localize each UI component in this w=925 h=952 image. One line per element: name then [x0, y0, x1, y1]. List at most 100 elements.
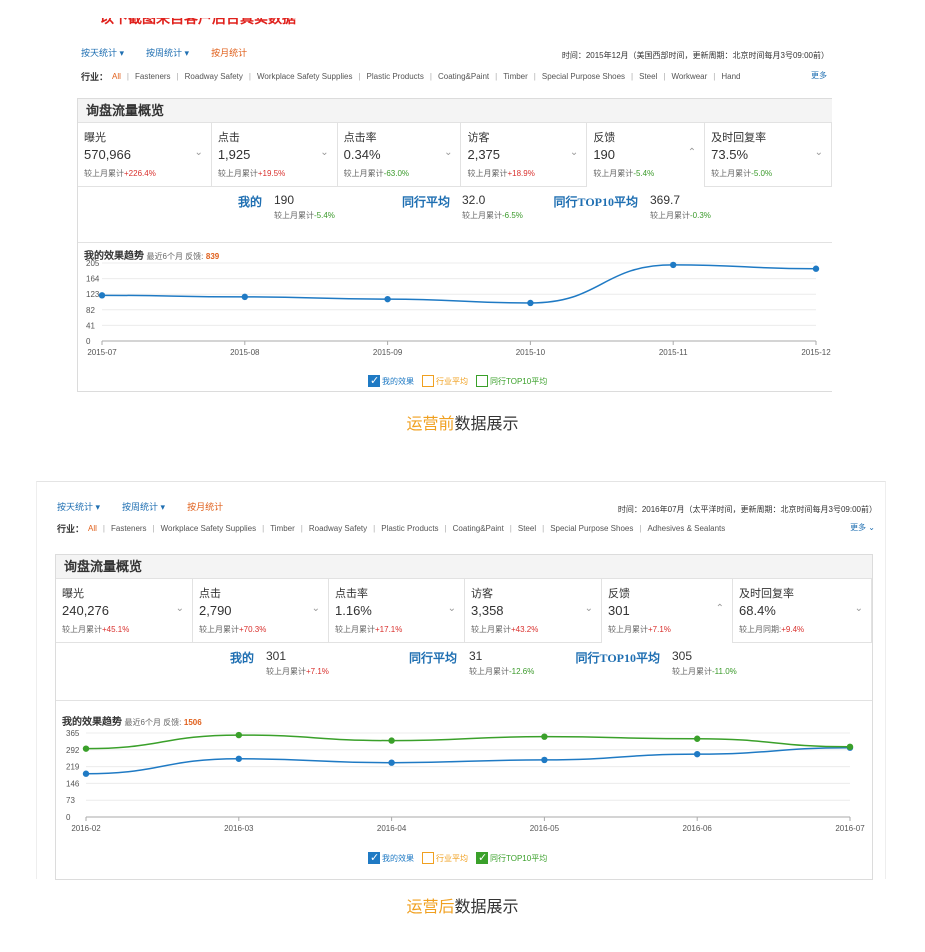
chevron-icon[interactable]: ⌄: [814, 147, 823, 158]
metric-card[interactable]: 曝光 570,966 较上月累计+226.4% ⌄: [78, 123, 212, 187]
compare-item: 我的 190 较上月累计-5.4%: [238, 193, 335, 221]
industry-item[interactable]: Steel: [517, 523, 537, 533]
metric-card[interactable]: 访客 3,358 较上月累计+43.2% ⌄: [465, 579, 602, 643]
metric-card[interactable]: 及时回复率 73.5% 较上月累计-5.0% ⌄: [705, 123, 832, 187]
checkbox-icon[interactable]: [476, 851, 488, 864]
caption-before: 运营前数据展示: [406, 416, 519, 433]
chevron-icon[interactable]: ⌄: [311, 603, 320, 614]
metric-card[interactable]: 反馈 301 较上月累计+7.1% ⌃: [602, 579, 733, 643]
industry-item[interactable]: Timber: [503, 71, 528, 81]
industry-item[interactable]: Steel: [639, 71, 658, 81]
checkbox-icon[interactable]: [368, 374, 380, 387]
legend-item[interactable]: 我的效果: [368, 374, 414, 387]
y-tick-label: 123: [86, 290, 100, 299]
industry-separator: |: [429, 71, 432, 81]
chevron-icon[interactable]: ⌄: [584, 603, 593, 614]
legend-item[interactable]: 同行TOP10平均: [476, 375, 547, 387]
industry-item[interactable]: Special Purpose Shoes: [550, 523, 634, 533]
metric-card[interactable]: 点击率 0.34% 较上月累计-63.0% ⌄: [337, 123, 462, 187]
industry-separator: |: [444, 523, 447, 533]
panel-before: 按天统计 ▾ 按周统计 ▾ 按月统计 时间：2015年12月（美国西部时间，更新…: [77, 40, 837, 392]
industry-item[interactable]: All: [112, 71, 121, 81]
industry-item[interactable]: Plastic Products: [381, 523, 439, 533]
tab-daily[interactable]: 按天统计 ▾: [81, 48, 125, 58]
series-line: [85, 734, 851, 750]
industry-item[interactable]: Workplace Safety Supplies: [160, 523, 257, 533]
x-tick-label: 2016-04: [377, 824, 407, 833]
y-tick-label: 0: [86, 337, 91, 346]
tab-monthly[interactable]: 按月统计: [187, 502, 224, 512]
industry-item[interactable]: Workplace Safety Supplies: [256, 71, 353, 81]
trend-chart: 0 41 82 123 164 205 2015-07 2015-08 2015-09 2015-…: [86, 259, 831, 357]
tab-monthly[interactable]: 按月统计: [211, 48, 248, 58]
data-point: [694, 735, 701, 742]
industry-item[interactable]: Fasteners: [134, 71, 171, 81]
checkbox-icon[interactable]: [422, 375, 434, 387]
industry-item[interactable]: Workwear: [671, 71, 708, 81]
industry-item[interactable]: Special Purpose Shoes: [541, 71, 626, 81]
y-tick-label: 73: [66, 796, 75, 805]
chevron-icon[interactable]: ⌄: [854, 603, 863, 614]
metric-card[interactable]: 曝光 240,276 较上月累计+45.1% ⌄: [56, 579, 193, 643]
metric-card[interactable]: 及时回复率 68.4% 较上月同期:+9.4% ⌄: [733, 579, 872, 643]
metric-card[interactable]: 点击 2,790 较上月累计+70.3% ⌄: [193, 579, 329, 643]
industry-item[interactable]: Plastic Products: [366, 71, 424, 81]
legend-item[interactable]: 行业平均: [422, 852, 468, 864]
compare-value: 31: [469, 649, 483, 663]
metric-value: 1.16%: [335, 603, 372, 618]
industry-filter: 行业： All | Fasteners | Workplace Safety Suppl…: [57, 520, 885, 536]
data-point: [670, 261, 677, 269]
more-link[interactable]: 更多: [811, 71, 827, 80]
checkbox-icon[interactable]: [368, 851, 380, 864]
chart-legend: 我的效果 行业平均 同行TOP10平均: [368, 374, 547, 387]
tab-weekly[interactable]: 按周统计 ▾: [146, 48, 190, 58]
metric-value: 240,276: [62, 603, 109, 618]
industry-item[interactable]: Timber: [270, 523, 295, 533]
chevron-icon[interactable]: ⌄: [320, 147, 329, 158]
caption-after: 运营后数据展示: [406, 899, 519, 916]
checkbox-icon[interactable]: [476, 375, 488, 387]
compare-item: 我的 301 较上月累计+7.1%: [230, 649, 329, 677]
more-link[interactable]: 更多 ⌄: [850, 523, 875, 532]
compare-row: 我的 190 较上月累计-5.4% 同行平均 32.0 较上月累计-6.5% 同行TOP10…: [78, 187, 832, 243]
industry-item[interactable]: Roadway Safety: [184, 71, 243, 81]
industry-separator: |: [639, 523, 642, 533]
compare-label: 同行TOP10平均: [575, 651, 660, 665]
industry-item[interactable]: Coating&Paint: [437, 71, 490, 81]
metric-card[interactable]: 点击 1,925 较上月累计+19.5% ⌄: [211, 123, 338, 187]
industry-item[interactable]: All: [88, 523, 97, 533]
chevron-icon[interactable]: ⌄: [175, 603, 184, 614]
compare-label: 同行TOP10平均: [553, 195, 638, 209]
chevron-icon[interactable]: ⌄: [444, 147, 453, 158]
chevron-icon[interactable]: ⌄: [194, 147, 203, 158]
industry-separator: |: [495, 71, 498, 81]
industry-separator: |: [713, 71, 716, 81]
checkbox-icon[interactable]: [422, 852, 434, 864]
legend-label: 行业平均: [436, 376, 468, 386]
industry-item[interactable]: Coating&Paint: [452, 523, 504, 533]
legend-item[interactable]: 同行TOP10平均: [476, 851, 547, 864]
industry-item[interactable]: Adhesives & Sealants: [647, 523, 726, 533]
chevron-icon[interactable]: ⌄: [569, 147, 579, 158]
metric-card[interactable]: 点击率 1.16% 较上月累计+17.1% ⌄: [329, 579, 465, 643]
series-line: [101, 264, 817, 304]
data-point: [384, 295, 391, 303]
data-point: [388, 737, 395, 744]
metric-value: 68.4%: [739, 603, 776, 618]
legend-item[interactable]: 行业平均: [422, 375, 468, 387]
chevron-icon[interactable]: ⌃: [715, 603, 724, 614]
tab-daily[interactable]: 按天统计 ▾: [57, 502, 101, 512]
metric-change: 较上月累计-63.0%: [343, 169, 410, 178]
legend-item[interactable]: 我的效果: [368, 851, 414, 864]
industry-item[interactable]: Roadway Safety: [308, 523, 368, 533]
industry-item[interactable]: Fasteners: [110, 523, 147, 533]
metric-card[interactable]: 访客 2,375 较上月累计+18.9% ⌄: [461, 123, 588, 187]
stat-tabs: 按天统计 ▾ 按周统计 ▾ 按月统计: [81, 46, 247, 59]
industry-item[interactable]: Hand: [721, 71, 741, 81]
x-tick-label: 2016-06: [683, 824, 713, 833]
time-text: 时间：2016年07月（太平洋时间，更新周期：北京时间每月3号09:00前）: [617, 505, 877, 514]
chevron-icon[interactable]: ⌄: [447, 603, 456, 614]
chevron-icon[interactable]: ⌃: [687, 147, 697, 158]
metric-card[interactable]: 反馈 190 较上月累计-5.4% ⌃: [587, 123, 706, 187]
tab-weekly[interactable]: 按周统计 ▾: [122, 502, 166, 512]
